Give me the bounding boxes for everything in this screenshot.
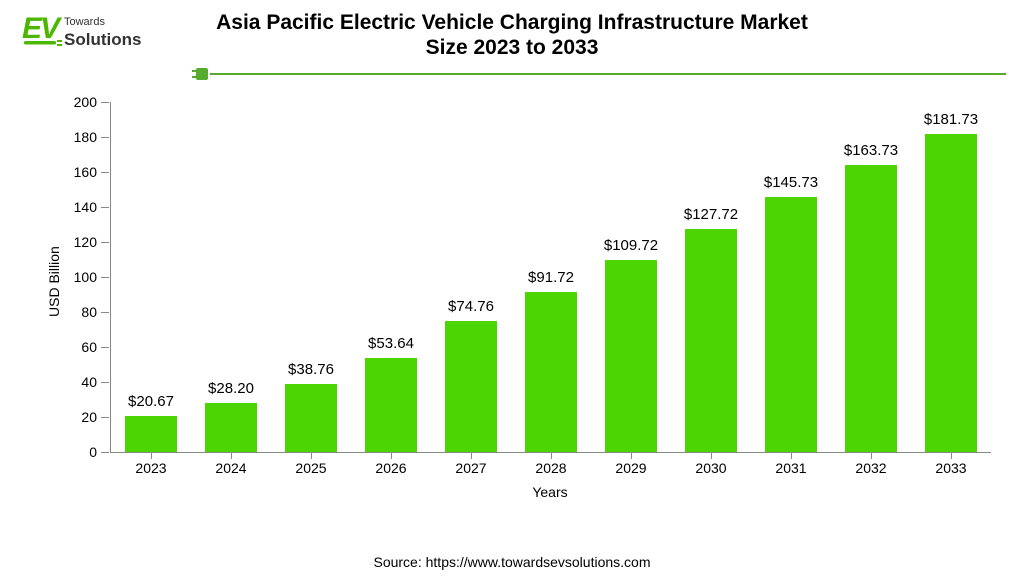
- y-tick: [101, 277, 109, 278]
- x-tick-label: 2033: [935, 460, 966, 476]
- y-tick-label: 40: [81, 374, 97, 390]
- x-tick-label: 2023: [135, 460, 166, 476]
- x-tick: [391, 452, 392, 459]
- bar-value-label: $91.72: [528, 269, 574, 286]
- x-tick: [871, 452, 872, 459]
- y-tick: [101, 347, 109, 348]
- title-line1: Asia Pacific Electric Vehicle Charging I…: [0, 10, 1024, 35]
- y-tick-label: 80: [81, 304, 97, 320]
- y-tick-label: 180: [74, 129, 97, 145]
- x-tick: [311, 452, 312, 459]
- plot-area: 020406080100120140160180200$20.672023$28…: [110, 102, 991, 453]
- bar-value-label: $181.73: [924, 111, 978, 128]
- bar: $91.72: [525, 292, 576, 453]
- bar: $145.73: [765, 197, 816, 452]
- bar-value-label: $163.73: [844, 142, 898, 159]
- y-tick-label: 20: [81, 409, 97, 425]
- x-tick: [711, 452, 712, 459]
- bar-value-label: $109.72: [604, 237, 658, 254]
- x-axis-label: Years: [110, 484, 990, 500]
- y-tick-label: 160: [74, 164, 97, 180]
- bar-value-label: $74.76: [448, 298, 494, 315]
- x-tick-label: 2030: [695, 460, 726, 476]
- y-tick: [101, 312, 109, 313]
- bar: $28.20: [205, 403, 256, 452]
- x-tick: [151, 452, 152, 459]
- source-text: Source: https://www.towardsevsolutions.c…: [0, 554, 1024, 570]
- y-tick-label: 120: [74, 234, 97, 250]
- x-tick-label: 2032: [855, 460, 886, 476]
- bar-value-label: $127.72: [684, 206, 738, 223]
- bar: $181.73: [925, 134, 976, 452]
- bar-chart: USD Billion 020406080100120140160180200$…: [40, 92, 1000, 522]
- y-tick: [101, 417, 109, 418]
- y-tick-label: 0: [89, 444, 97, 460]
- x-tick: [631, 452, 632, 459]
- y-tick: [101, 452, 109, 453]
- y-tick: [101, 137, 109, 138]
- x-tick-label: 2031: [775, 460, 806, 476]
- title-line2: Size 2023 to 2033: [0, 35, 1024, 60]
- bar: $38.76: [285, 384, 336, 452]
- bar: $20.67: [125, 416, 176, 452]
- x-tick: [951, 452, 952, 459]
- bar-value-label: $20.67: [128, 393, 174, 410]
- x-tick: [551, 452, 552, 459]
- chart-title: Asia Pacific Electric Vehicle Charging I…: [0, 10, 1024, 60]
- bar-value-label: $145.73: [764, 174, 818, 191]
- x-tick-label: 2025: [295, 460, 326, 476]
- bar-value-label: $53.64: [368, 335, 414, 352]
- x-tick: [791, 452, 792, 459]
- bar: $163.73: [845, 165, 896, 452]
- y-tick-label: 60: [81, 339, 97, 355]
- bar: $127.72: [685, 229, 736, 453]
- y-tick-label: 140: [74, 199, 97, 215]
- y-tick: [101, 207, 109, 208]
- bar: $109.72: [605, 260, 656, 452]
- x-tick-label: 2026: [375, 460, 406, 476]
- x-tick: [471, 452, 472, 459]
- y-tick-label: 200: [74, 94, 97, 110]
- x-tick: [231, 452, 232, 459]
- x-tick-label: 2024: [215, 460, 246, 476]
- y-tick: [101, 172, 109, 173]
- decorative-cord: [210, 73, 1006, 75]
- y-tick: [101, 242, 109, 243]
- y-tick-label: 100: [74, 269, 97, 285]
- y-tick: [101, 102, 109, 103]
- x-tick-label: 2028: [535, 460, 566, 476]
- x-tick-label: 2027: [455, 460, 486, 476]
- y-tick: [101, 382, 109, 383]
- bar: $53.64: [365, 358, 416, 452]
- y-axis-label: USD Billion: [46, 246, 62, 317]
- bar: $74.76: [445, 321, 496, 452]
- x-tick-label: 2029: [615, 460, 646, 476]
- bar-value-label: $38.76: [288, 361, 334, 378]
- bar-value-label: $28.20: [208, 380, 254, 397]
